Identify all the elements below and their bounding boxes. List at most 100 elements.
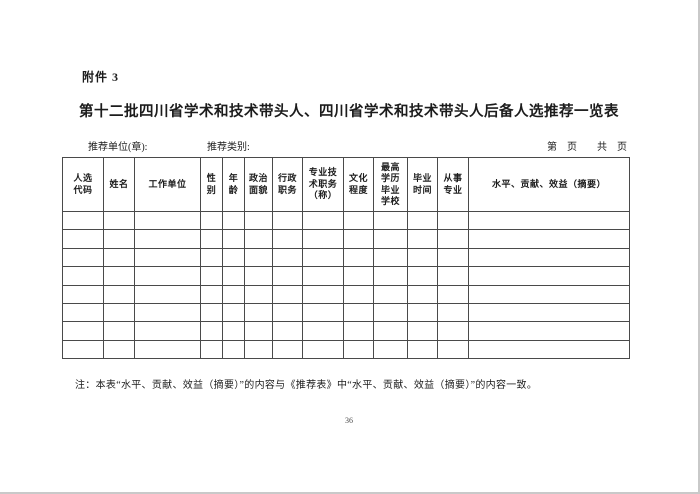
table-cell-achievements xyxy=(468,210,630,231)
table-cell-profession xyxy=(437,321,469,341)
table-cell-admin-position xyxy=(272,302,303,323)
header-cell-age: 年 龄 xyxy=(222,157,245,212)
table-cell-age xyxy=(222,210,245,231)
table-cell-education-level xyxy=(343,284,374,304)
table-cell-professional-title xyxy=(302,284,344,304)
table-cell-admin-position xyxy=(272,284,303,304)
header-cell-graduation-time: 毕业 时间 xyxy=(407,157,438,212)
table-cell-work-unit xyxy=(134,284,201,304)
table-cell-highest-degree-school xyxy=(373,302,408,323)
table-cell-professional-title xyxy=(302,339,344,360)
attachment-label: 附件 3 xyxy=(82,70,120,84)
table-cell-political-status xyxy=(244,247,273,268)
header-cell-political-status: 政治 面貌 xyxy=(244,157,273,212)
table-cell-name xyxy=(103,247,135,268)
header-cell-name: 姓名 xyxy=(103,157,135,212)
meta-row: 推荐单位(章): 推荐类别: 第 页 共 页 xyxy=(62,138,629,153)
header-cell-admin-position: 行政 职务 xyxy=(272,157,303,212)
table-cell-graduation-time xyxy=(407,339,438,360)
table-cell-education-level xyxy=(343,339,374,360)
table-cell-work-unit xyxy=(134,339,201,360)
table-empty-row xyxy=(62,229,630,249)
table-cell-highest-degree-school xyxy=(373,266,408,286)
table-cell-education-level xyxy=(343,321,374,341)
table-empty-row xyxy=(62,302,630,323)
table-wrapper: 人选 代码 姓名 工作单位性 别年 龄政治 面貌 行政 职务 专业技 术职务 （称） 文化… xyxy=(62,157,630,360)
table-cell-profession xyxy=(437,284,469,304)
table-cell-achievements xyxy=(468,229,630,249)
recommendation-table: 人选 代码 姓名 工作单位性 别年 龄政治 面貌 行政 职务 专业技 术职务 （称） 文化… xyxy=(62,157,630,360)
table-cell-name xyxy=(103,229,135,249)
table-cell-education-level xyxy=(343,302,374,323)
table-cell-name xyxy=(103,339,135,360)
table-cell-candidate-code xyxy=(62,210,104,231)
table-cell-profession xyxy=(437,339,469,360)
table-cell-admin-position xyxy=(272,210,303,231)
table-cell-highest-degree-school xyxy=(373,210,408,231)
table-cell-highest-degree-school xyxy=(373,229,408,249)
table-cell-candidate-code xyxy=(62,302,104,323)
table-header-row: 人选 代码 姓名 工作单位性 别年 龄政治 面貌 行政 职务 专业技 术职务 （称） 文化… xyxy=(62,157,630,212)
table-cell-age xyxy=(222,339,245,360)
table-cell-profession xyxy=(437,210,469,231)
table-cell-achievements xyxy=(468,247,630,268)
table-cell-highest-degree-school xyxy=(373,247,408,268)
table-cell-candidate-code xyxy=(62,339,104,360)
table-cell-political-status xyxy=(244,339,273,360)
table-cell-graduation-time xyxy=(407,321,438,341)
table-cell-candidate-code xyxy=(62,247,104,268)
table-cell-professional-title xyxy=(302,247,344,268)
table-cell-graduation-time xyxy=(407,266,438,286)
table-cell-highest-degree-school xyxy=(373,321,408,341)
table-cell-age xyxy=(222,247,245,268)
table-cell-name xyxy=(103,210,135,231)
table-cell-achievements xyxy=(468,321,630,341)
table-cell-highest-degree-school xyxy=(373,284,408,304)
header-cell-gender: 性 别 xyxy=(200,157,223,212)
table-cell-age xyxy=(222,284,245,304)
recommend-category-label: 推荐类别: xyxy=(207,142,250,153)
table-cell-graduation-time xyxy=(407,247,438,268)
recommending-unit-label: 推荐单位(章): xyxy=(88,142,148,153)
table-cell-gender xyxy=(200,321,223,341)
table-cell-admin-position xyxy=(272,321,303,341)
table-cell-admin-position xyxy=(272,266,303,286)
table-cell-admin-position xyxy=(272,339,303,360)
table-cell-professional-title xyxy=(302,266,344,286)
table-cell-work-unit xyxy=(134,266,201,286)
table-empty-row xyxy=(62,266,630,286)
table-empty-row xyxy=(62,284,630,304)
table-cell-highest-degree-school xyxy=(373,339,408,360)
table-cell-age xyxy=(222,266,245,286)
table-cell-work-unit xyxy=(134,210,201,231)
table-empty-row xyxy=(62,247,630,268)
table-cell-graduation-time xyxy=(407,302,438,323)
table-cell-work-unit xyxy=(134,247,201,268)
table-cell-age xyxy=(222,229,245,249)
table-cell-admin-position xyxy=(272,229,303,249)
table-cell-profession xyxy=(437,266,469,286)
table-cell-name xyxy=(103,266,135,286)
table-cell-candidate-code xyxy=(62,284,104,304)
page-number: 36 xyxy=(345,416,353,425)
table-cell-candidate-code xyxy=(62,229,104,249)
table-empty-row xyxy=(62,339,630,360)
table-cell-education-level xyxy=(343,210,374,231)
table-cell-education-level xyxy=(343,247,374,268)
table-cell-political-status xyxy=(244,302,273,323)
table-cell-gender xyxy=(200,266,223,286)
header-cell-professional-title: 专业技 术职务 （称） xyxy=(302,157,344,212)
table-cell-gender xyxy=(200,229,223,249)
table-cell-graduation-time xyxy=(407,284,438,304)
table-cell-candidate-code xyxy=(62,321,104,341)
header-cell-candidate-code: 人选 代码 xyxy=(62,157,104,212)
table-cell-name xyxy=(103,284,135,304)
table-cell-gender xyxy=(200,339,223,360)
table-cell-work-unit xyxy=(134,302,201,323)
table-cell-graduation-time xyxy=(407,229,438,249)
document-title: 第十二批四川省学术和技术带头人、四川省学术和技术带头人后备人选推荐一览表 xyxy=(79,104,619,120)
table-cell-education-level xyxy=(343,266,374,286)
table-cell-name xyxy=(103,302,135,323)
table-cell-gender xyxy=(200,210,223,231)
